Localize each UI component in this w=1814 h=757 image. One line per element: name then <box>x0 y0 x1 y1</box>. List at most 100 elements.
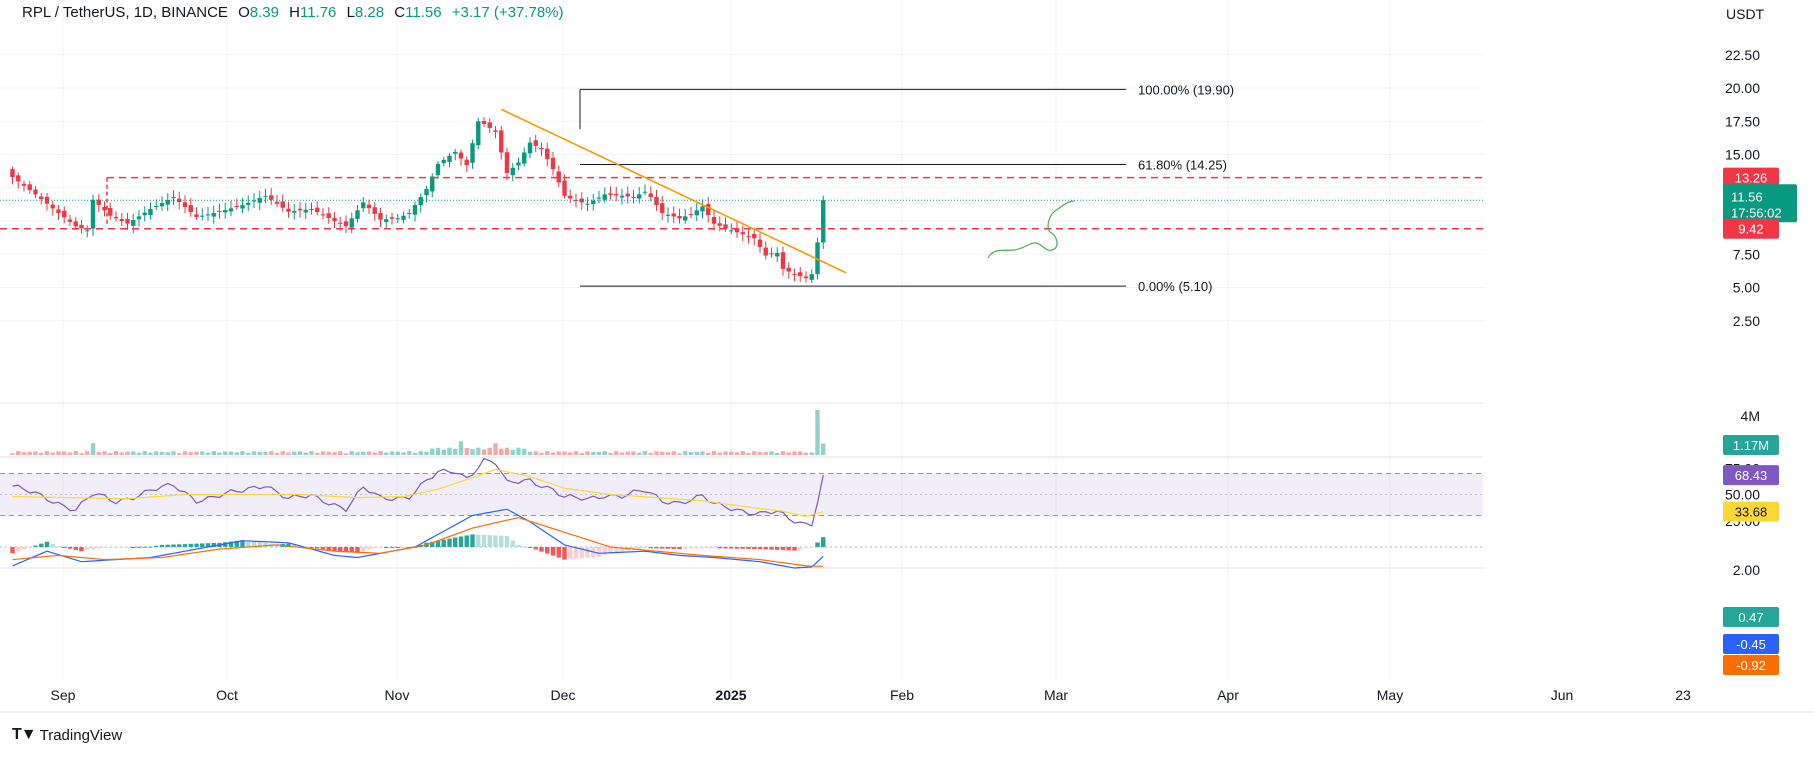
candle <box>504 152 510 174</box>
volume-bar <box>412 453 418 455</box>
candle <box>723 224 728 229</box>
macd-histogram-bar <box>562 547 567 560</box>
volume-bar <box>625 451 630 455</box>
projection-unused <box>988 202 1075 257</box>
time-tick: Nov <box>385 687 410 703</box>
volume-bar <box>516 447 521 455</box>
candle <box>458 152 464 159</box>
candle <box>654 197 659 206</box>
macd-histogram-bar <box>44 541 50 547</box>
candle <box>407 213 412 215</box>
candle <box>527 142 533 154</box>
current-price-tag <box>1723 184 1797 223</box>
candle <box>320 214 326 216</box>
volume-bar <box>234 452 239 455</box>
candle <box>412 205 418 215</box>
candle <box>533 140 538 146</box>
candle <box>384 219 389 222</box>
volume-bar <box>62 451 67 455</box>
volume-bar <box>96 451 101 455</box>
macd-histogram-bar <box>73 547 78 550</box>
candle <box>746 236 751 238</box>
macd-histogram-bar <box>809 547 814 548</box>
volume-bar <box>510 449 515 455</box>
candle <box>798 272 803 277</box>
volume-bar <box>809 452 814 455</box>
candle <box>361 202 366 209</box>
projection-path <box>987 200 1075 259</box>
volume-bar <box>16 451 21 455</box>
macd-histogram-bar <box>182 544 188 547</box>
volume-bars <box>10 410 826 455</box>
macd-histogram-bar <box>775 547 780 550</box>
macd-histogram-bar <box>286 543 291 547</box>
macd-histogram-bar <box>125 547 130 548</box>
volume-bar <box>815 410 820 455</box>
time-tick: Sep <box>51 687 76 703</box>
macd-histogram-bar <box>50 544 55 547</box>
fib-level-label: 0.00% (5.10) <box>1138 279 1212 294</box>
candle <box>786 267 791 272</box>
macd-histogram-bar <box>780 547 786 551</box>
volume-bar <box>499 448 504 455</box>
time-tick: 23 <box>1675 687 1691 703</box>
macd-histogram-bar <box>815 542 820 547</box>
candle <box>280 201 285 208</box>
candle <box>596 197 602 199</box>
volume-bar <box>269 451 274 455</box>
macd-histogram-bar <box>700 547 705 549</box>
volume-bar <box>700 451 705 455</box>
volume-bar <box>654 451 659 455</box>
fib-level-label: 100.00% (19.90) <box>1138 82 1234 97</box>
candle <box>476 121 481 146</box>
volume-bar <box>159 451 165 455</box>
weekly-sr-tag-text: 9.42 <box>1738 222 1763 237</box>
candle <box>240 205 245 209</box>
volume-bar <box>292 451 297 455</box>
volume-bar <box>453 448 458 455</box>
volume-bar <box>746 453 751 455</box>
candle <box>619 195 625 198</box>
volume-tag-text: 1.17M <box>1733 438 1769 453</box>
macd-histogram-bar <box>585 547 590 558</box>
currency-label[interactable]: USDT <box>1726 6 1765 22</box>
macd-panel <box>0 508 1483 569</box>
candle <box>205 214 211 216</box>
fib-level-label: 61.80% (14.25) <box>1138 157 1227 172</box>
candle <box>493 130 498 132</box>
candle <box>418 197 423 206</box>
symbol-title[interactable]: RPL / TetherUS, 1D, BINANCE <box>22 4 228 21</box>
candle <box>499 130 504 153</box>
price-tick: 5.00 <box>1733 280 1760 296</box>
price-axis[interactable]: 2.505.007.5012.5015.0017.5020.0022.5013.… <box>1483 0 1814 705</box>
volume-bar <box>113 451 119 455</box>
candle <box>303 209 308 213</box>
volume-bar <box>573 451 579 455</box>
volume-bar <box>608 452 613 455</box>
current-price-tag-text: 11.56 <box>1731 189 1763 204</box>
macd-histogram-bar <box>671 547 676 549</box>
macd-histogram-bar <box>131 547 136 548</box>
volume-bar <box>188 452 193 455</box>
projection-unused <box>988 203 1091 256</box>
rsi-tick: 50.00 <box>1725 487 1760 503</box>
time-axis[interactable]: Sep Oct Nov Dec 2025 Feb Mar Apr May Jun 23 <box>0 680 1814 705</box>
tradingview-logo[interactable]: T▼ TradingView <box>12 726 122 744</box>
volume-bar <box>683 451 688 455</box>
macd-histogram-bar <box>223 542 228 547</box>
macd-histogram-bar <box>533 547 538 550</box>
volume-bar <box>493 443 498 455</box>
volume-bar <box>102 451 107 455</box>
volume-bar <box>251 451 257 455</box>
rsi-ma-tag <box>1723 501 1779 522</box>
volume-bar <box>665 452 671 455</box>
macd-histogram-bar <box>200 543 205 547</box>
volume-bar <box>780 451 786 455</box>
volume-bar <box>729 451 734 455</box>
time-axis-background <box>0 680 1814 705</box>
rsi-ma-line <box>12 468 824 518</box>
candle <box>631 196 636 198</box>
volume-bar <box>315 452 320 455</box>
volume-bar <box>688 452 694 455</box>
